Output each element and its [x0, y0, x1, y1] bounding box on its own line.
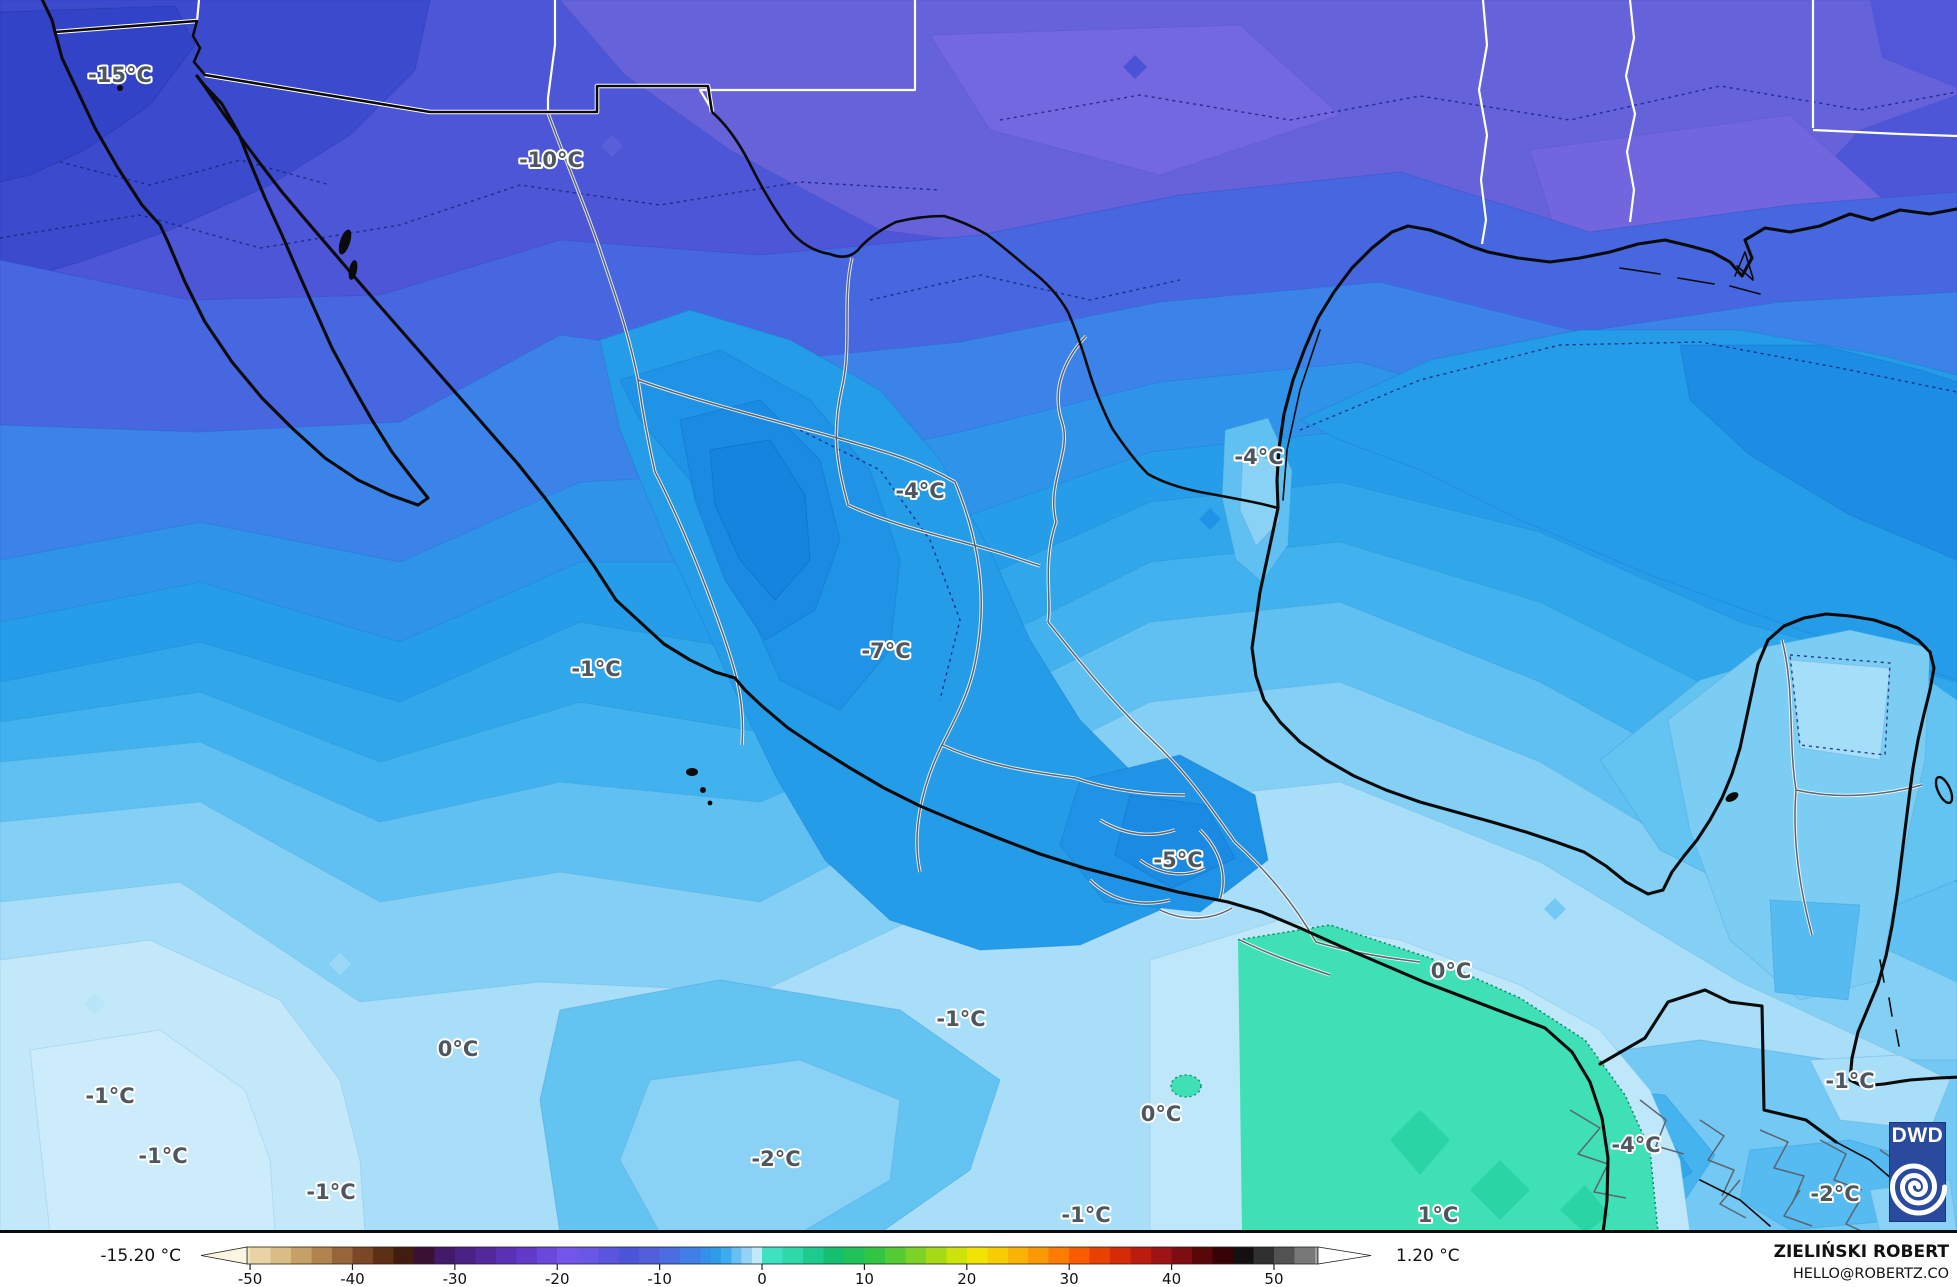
- temperature-label: -7°C: [861, 639, 910, 663]
- temperature-labels: -15°C -10°C -4°C -4°C -7°C -1°C -5°C 0°C -1°C 0°C…: [83, 61, 1876, 1229]
- temperature-label: -15°C: [88, 63, 152, 87]
- us-mexico-border: [54, 18, 1279, 510]
- dashed-isotherms: [0, 85, 1957, 1233]
- temperature-label: -1°C: [571, 657, 620, 681]
- temperature-label: -10°C: [519, 148, 583, 172]
- temperature-bands: [0, 0, 1957, 1233]
- colorbar-tick-label: 20: [957, 1270, 976, 1287]
- colorbar-tick-label: 50: [1264, 1270, 1283, 1287]
- temperature-label: -4°C: [1611, 1133, 1660, 1157]
- temperature-label: -4°C: [895, 479, 944, 503]
- colorbar-tick-label: -10: [647, 1270, 672, 1287]
- colorbar-right-arrow: [1317, 1246, 1372, 1265]
- temperature-map: -15°C -10°C -4°C -4°C -7°C -1°C -5°C 0°C -1°C 0°C…: [0, 0, 1957, 1233]
- dwd-logo: DWD: [1889, 1122, 1947, 1222]
- temperature-label: -1°C: [1825, 1069, 1874, 1093]
- colorbar-tick-label: -30: [443, 1270, 468, 1287]
- temperature-label: -1°C: [1061, 1203, 1110, 1227]
- coastlines: [40, 0, 1957, 1233]
- colorbar-tick-label: -50: [238, 1270, 263, 1287]
- temperature-label: 0°C: [1141, 1102, 1182, 1126]
- temperature-label: -2°C: [751, 1147, 800, 1171]
- colorbar-tick-label: -20: [545, 1270, 570, 1287]
- temperature-label: -2°C: [1810, 1182, 1859, 1206]
- us-state-borders: [195, 0, 1957, 245]
- colorbar-left-arrow: [200, 1246, 248, 1265]
- temperature-label: -5°C: [1153, 848, 1202, 872]
- colorbar-canvas: -15.20 °C -50 -40 -30 -20 -10 0 10 20 30 40 50 1.2…: [100, 1240, 1950, 1287]
- temperature-label: -1°C: [306, 1180, 355, 1204]
- temperature-label: -1°C: [936, 1007, 985, 1031]
- colorbar-ticks: -50 -40 -30 -20 -10 0 10 20 30 40 50: [238, 1264, 1284, 1287]
- dwd-logo-text: DWD: [1891, 1124, 1944, 1147]
- temperature-label: 1°C: [1418, 1203, 1459, 1227]
- temperature-label: -4°C: [1234, 445, 1283, 469]
- temperature-label: -1°C: [85, 1084, 134, 1108]
- temperature-label: -1°C: [138, 1144, 187, 1168]
- mexico-state-borders: [546, 112, 1933, 1233]
- map-bottom-frame: [0, 1230, 1957, 1233]
- temperature-label: 0°C: [438, 1037, 479, 1061]
- colorbar-tick-label: 30: [1060, 1270, 1079, 1287]
- colorbar-gradient-bar: [246, 1246, 1319, 1265]
- colorbar-max-value: 1.20 °C: [1396, 1246, 1460, 1266]
- dwd-spiral-icon: [1889, 1163, 1947, 1216]
- credit-name: ZIELIŃSKI ROBERT: [1774, 1240, 1950, 1262]
- credit-email: HELLO@ROBERTZ.CO: [1793, 1266, 1949, 1282]
- map-canvas: -15°C -10°C -4°C -4°C -7°C -1°C -5°C 0°C -1°C 0°C…: [0, 0, 1957, 1233]
- colorbar-tick-label: 10: [855, 1270, 874, 1287]
- colorbar-footer: -15.20 °C -50 -40 -30 -20 -10 0 10 20 30 40 50 1.2…: [0, 1233, 1957, 1287]
- colorbar-min-value: -15.20 °C: [100, 1246, 181, 1266]
- temperature-label: 0°C: [1431, 959, 1472, 983]
- colorbar-tick-label: 0: [757, 1270, 767, 1287]
- colorbar-tick-label: -40: [340, 1270, 365, 1287]
- colorbar-tick-label: 40: [1162, 1270, 1181, 1287]
